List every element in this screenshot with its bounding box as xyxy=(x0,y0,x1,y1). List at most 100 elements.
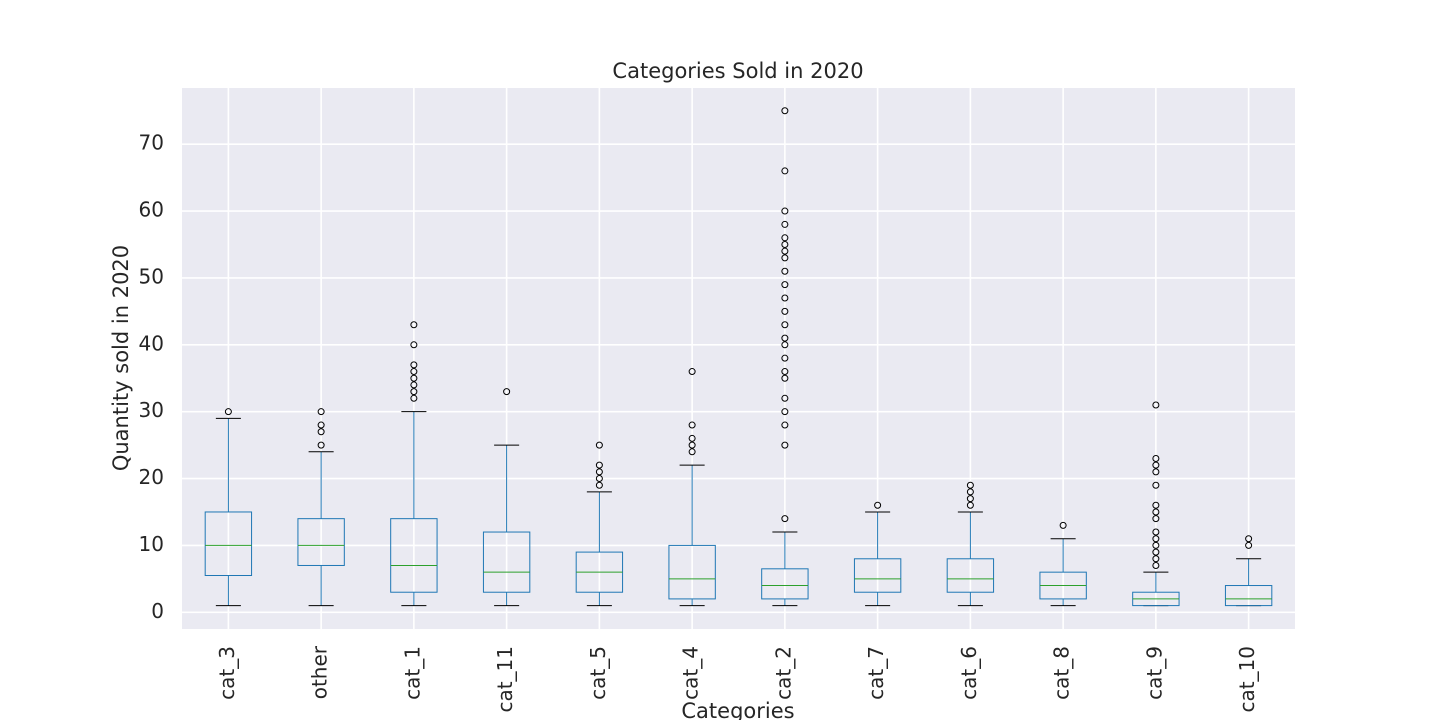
outlier xyxy=(966,488,974,496)
x-tick-label: cat_2 xyxy=(771,646,795,700)
outlier xyxy=(317,428,325,436)
y-tick-label: 20 xyxy=(139,465,164,489)
outlier xyxy=(317,421,325,429)
outlier xyxy=(1245,541,1253,549)
outlier xyxy=(595,475,603,483)
x-tick-label: cat_9 xyxy=(1142,646,1166,700)
outlier xyxy=(1245,535,1253,543)
outlier xyxy=(781,341,789,349)
outlier xyxy=(781,441,789,449)
y-tick-label: 50 xyxy=(139,264,164,288)
x-tick-label: cat_1 xyxy=(400,646,424,700)
outlier xyxy=(317,408,325,416)
box xyxy=(946,558,995,593)
x-tick-label: cat_3 xyxy=(215,646,239,700)
outlier xyxy=(410,381,418,389)
outlier xyxy=(781,107,789,115)
x-tick-label: cat_11 xyxy=(493,646,517,713)
outlier xyxy=(781,334,789,342)
outlier xyxy=(503,388,511,396)
outlier xyxy=(595,468,603,476)
outlier xyxy=(1152,541,1160,549)
x-tick-label: other xyxy=(308,645,332,699)
outlier xyxy=(1152,501,1160,509)
outlier xyxy=(1152,461,1160,469)
x-tick-label: cat_7 xyxy=(864,646,888,700)
outlier xyxy=(781,220,789,228)
outlier xyxy=(781,254,789,262)
y-tick-label: 0 xyxy=(151,599,164,623)
outlier xyxy=(781,515,789,523)
outlier xyxy=(1152,548,1160,556)
outlier xyxy=(595,481,603,489)
outlier xyxy=(1152,561,1160,569)
outlier xyxy=(410,321,418,329)
outlier xyxy=(1152,454,1160,462)
outlier xyxy=(781,247,789,255)
outlier xyxy=(410,374,418,382)
outlier xyxy=(781,374,789,382)
chart-title: Categories Sold in 2020 xyxy=(612,59,863,83)
box xyxy=(204,511,253,577)
box xyxy=(297,518,345,566)
outlier xyxy=(966,481,974,489)
outlier xyxy=(1152,535,1160,543)
outlier xyxy=(410,388,418,396)
outlier xyxy=(781,267,789,275)
x-tick-label: cat_4 xyxy=(679,646,703,700)
outlier xyxy=(595,461,603,469)
y-tick-label: 30 xyxy=(139,398,164,422)
y-axis-label: Quantity sold in 2020 xyxy=(109,245,133,471)
outlier xyxy=(781,294,789,302)
box xyxy=(482,531,531,593)
plot-area xyxy=(182,88,1295,629)
outlier xyxy=(224,408,232,416)
outlier xyxy=(317,441,325,449)
outlier xyxy=(1152,468,1160,476)
outlier xyxy=(781,421,789,429)
outlier xyxy=(1152,555,1160,563)
outlier xyxy=(688,441,696,449)
outlier xyxy=(410,368,418,376)
box xyxy=(1224,585,1273,607)
outlier xyxy=(781,281,789,289)
outlier xyxy=(781,321,789,329)
outlier xyxy=(1152,528,1160,536)
y-tick-label: 60 xyxy=(139,198,164,222)
y-tick-label: 40 xyxy=(139,331,164,355)
outlier xyxy=(688,421,696,429)
outlier xyxy=(781,240,789,248)
box xyxy=(761,568,809,600)
outlier xyxy=(1152,401,1160,409)
outlier xyxy=(781,394,789,402)
outlier xyxy=(781,354,789,362)
y-tick-label: 70 xyxy=(139,131,164,155)
outlier xyxy=(1059,521,1067,529)
x-axis-label: Categories xyxy=(681,699,794,720)
outlier xyxy=(688,368,696,376)
outlier xyxy=(1152,515,1160,523)
x-tick-label: cat_6 xyxy=(957,646,981,700)
outlier xyxy=(688,434,696,442)
outlier xyxy=(1152,481,1160,489)
outlier xyxy=(688,448,696,456)
outlier xyxy=(781,234,789,242)
box xyxy=(853,558,902,593)
outlier xyxy=(410,341,418,349)
outlier xyxy=(874,501,882,509)
outlier xyxy=(1152,508,1160,516)
x-tick-label: cat_5 xyxy=(586,646,610,700)
outlier xyxy=(410,394,418,402)
y-tick-label: 10 xyxy=(139,532,164,556)
outlier xyxy=(781,167,789,175)
outlier xyxy=(410,361,418,369)
outlier xyxy=(781,307,789,315)
outlier xyxy=(966,495,974,503)
x-tick-label: cat_10 xyxy=(1235,646,1259,713)
outlier xyxy=(781,408,789,416)
outlier xyxy=(966,501,974,509)
box xyxy=(390,518,438,593)
box xyxy=(668,544,716,600)
